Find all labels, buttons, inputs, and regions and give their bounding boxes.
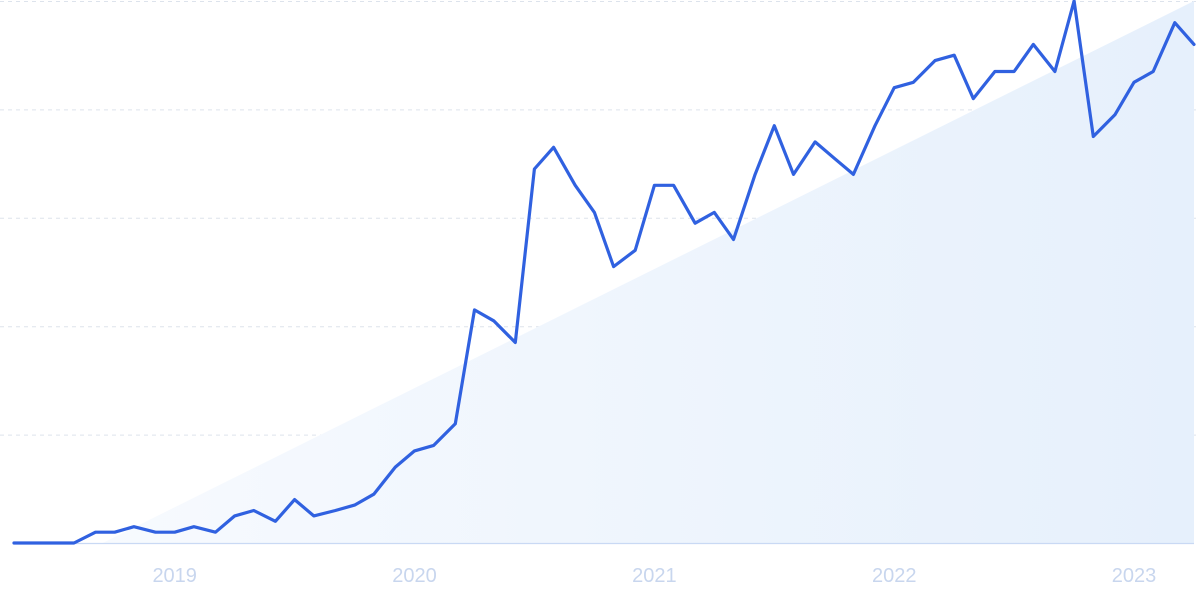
x-tick-label: 2021 — [632, 565, 677, 587]
x-tick-label: 2020 — [392, 565, 437, 587]
x-tick-label: 2023 — [1112, 565, 1157, 587]
trend-area — [102, 1, 1194, 543]
x-axis-ticks: 2019 2020 2021 2022 2023 — [152, 565, 1156, 587]
series-line — [12, 0, 1196, 545]
series-group — [12, 0, 1196, 545]
x-tick-label: 2019 — [152, 565, 197, 587]
x-tick-label: 2022 — [872, 565, 917, 587]
